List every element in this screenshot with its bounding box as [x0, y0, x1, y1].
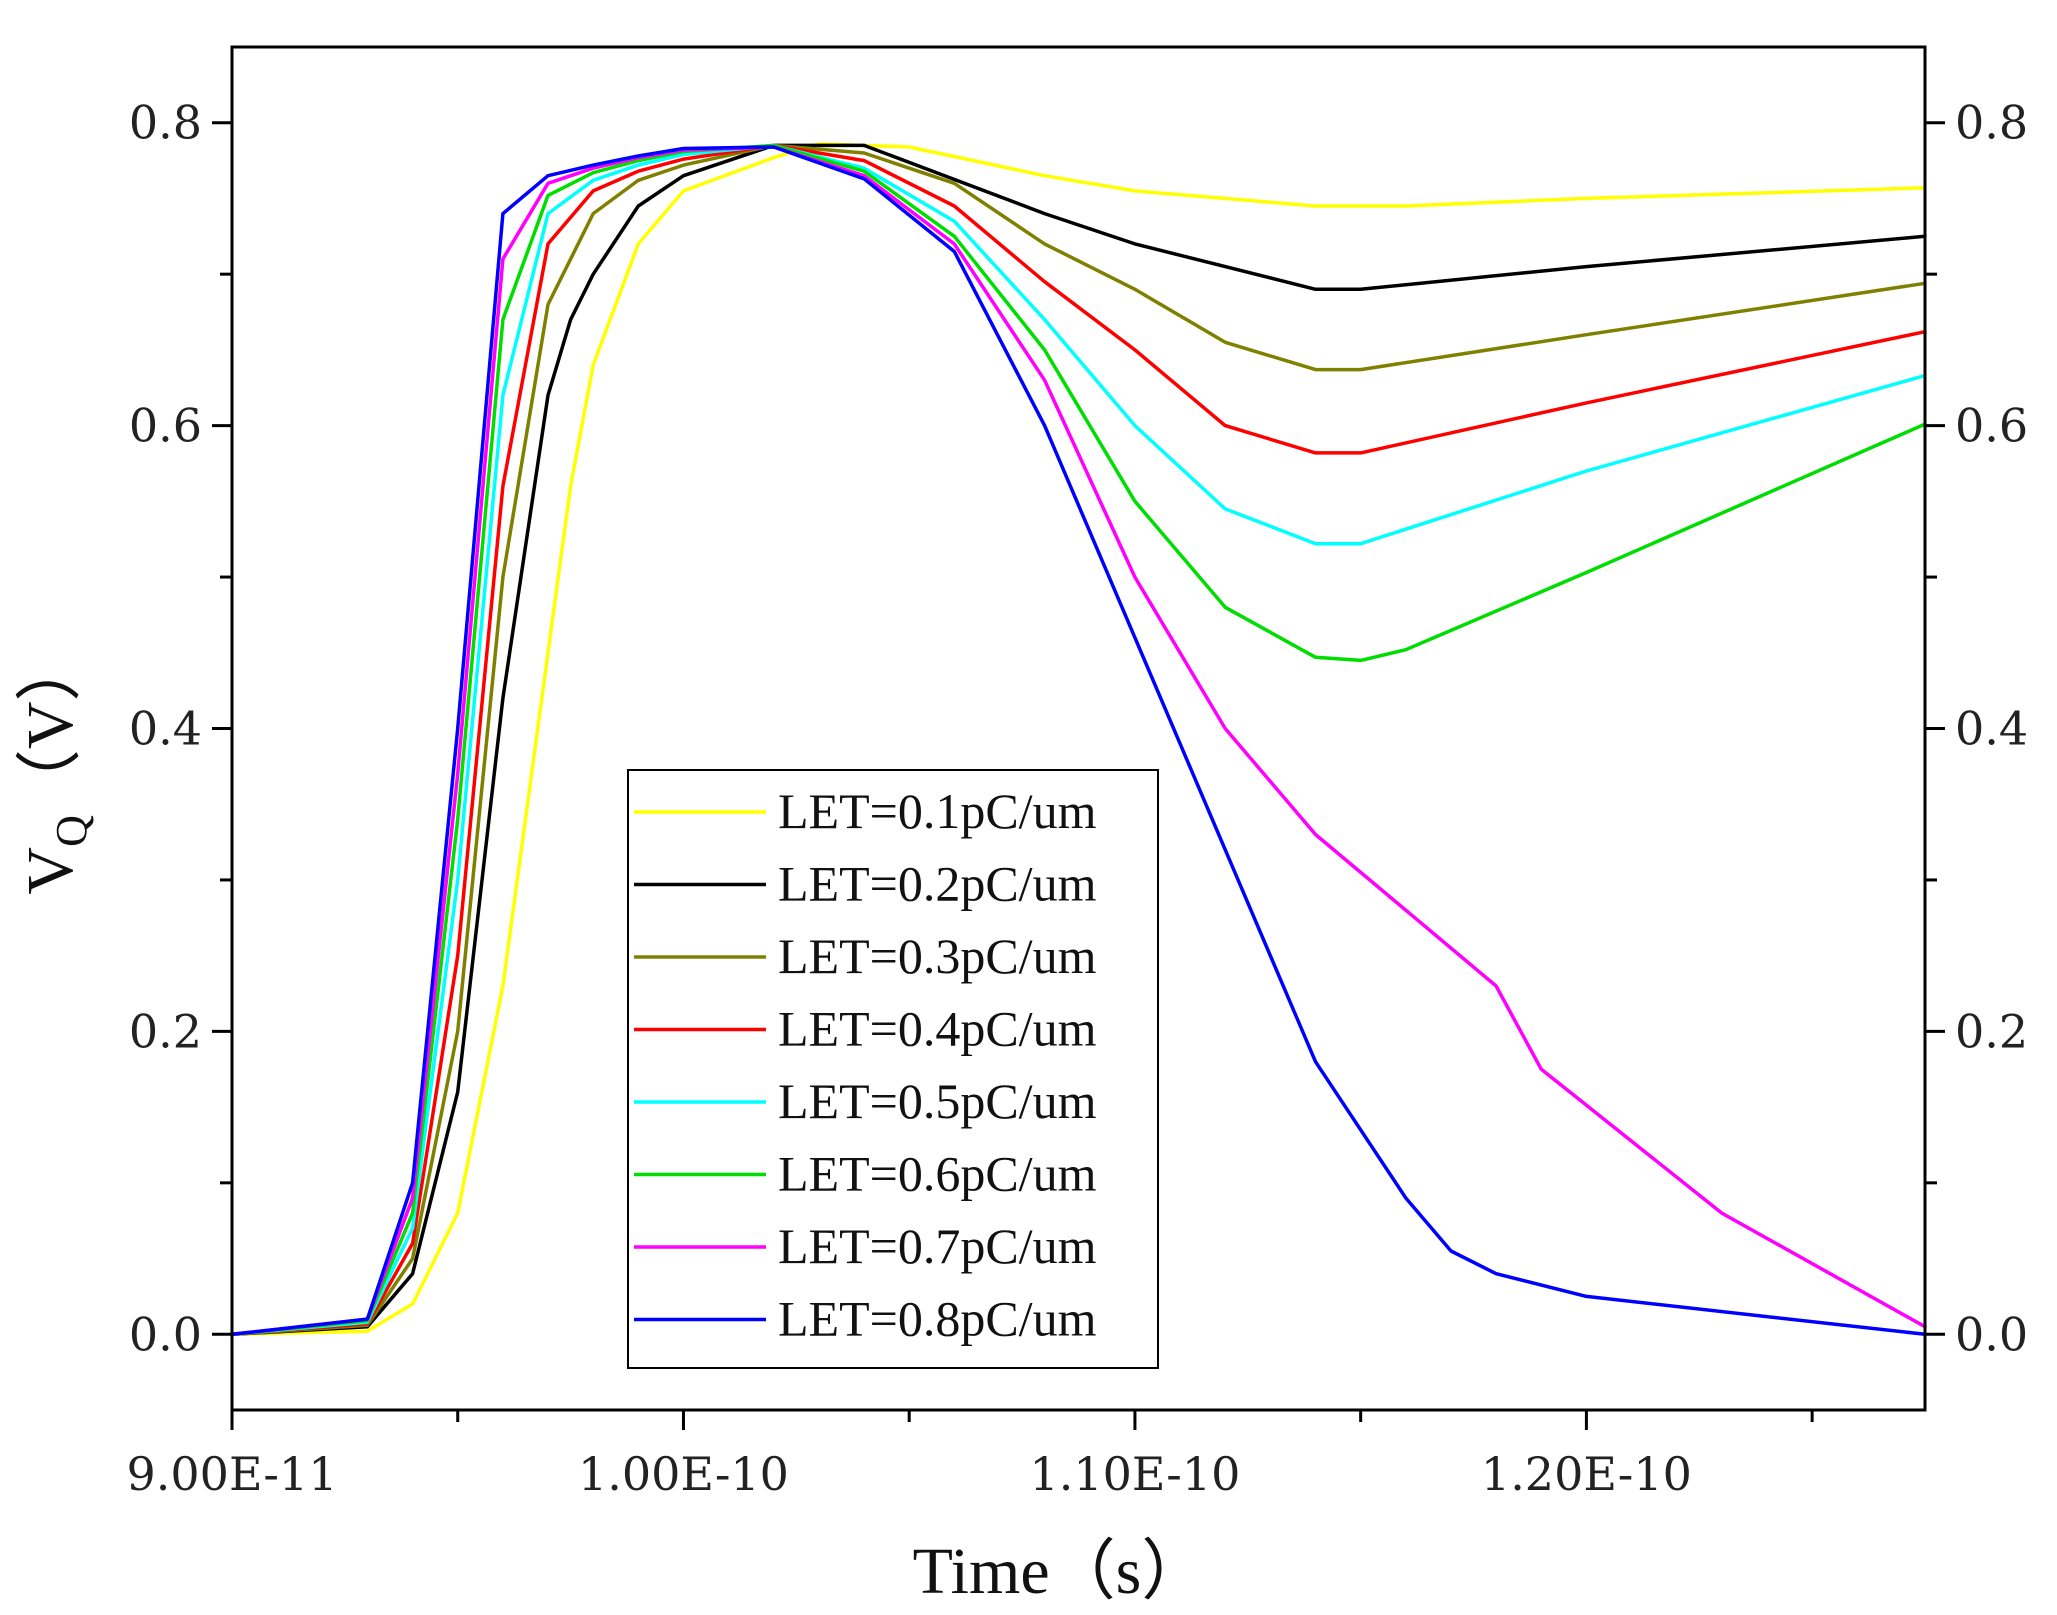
y-tick-label-right-2: 0.4 [1955, 702, 2028, 756]
legend-label-6: LET=0.6pC/um [778, 1146, 1097, 1202]
y-tick-label-left-3: 0.6 [129, 399, 202, 453]
x-tick-labels: 9.00E-11 1.00E-10 1.10E-10 1.20E-10 [127, 1447, 1692, 1501]
y-tick-label-right-3: 0.6 [1955, 399, 2028, 453]
y-tick-label-left-0: 0.0 [129, 1307, 202, 1361]
legend-label-3: LET=0.3pC/um [778, 928, 1097, 984]
y-tick-label-right-1: 0.2 [1955, 1004, 2028, 1058]
x-tick-label-2: 1.10E-10 [1029, 1447, 1240, 1501]
y-tick-labels-left: 0.0 0.2 0.4 0.6 0.8 [129, 96, 202, 1362]
y-tick-label-right-0: 0.0 [1955, 1307, 2028, 1361]
x-tick-label-3: 1.20E-10 [1481, 1447, 1692, 1501]
legend-label-8: LET=0.8pC/um [778, 1291, 1097, 1347]
y-tick-labels-right: 0.0 0.2 0.4 0.6 0.8 [1955, 96, 2028, 1362]
series-line-8 [230, 145, 1927, 1337]
legend-label-4: LET=0.4pC/um [778, 1001, 1097, 1057]
x-tick-label-0: 9.00E-11 [127, 1447, 338, 1501]
legend-label-7: LET=0.7pC/um [778, 1218, 1097, 1274]
tick-layer [212, 121, 1945, 1430]
series-line-6 [230, 143, 1927, 1337]
y-axis-title-unit: （V） [14, 635, 87, 815]
series-line-1 [230, 142, 1927, 1337]
legend: LET=0.1pC/um LET=0.2pC/um LET=0.3pC/um LET=… [627, 769, 1159, 1369]
series-layer [230, 142, 1927, 1337]
legend-label-2: LET=0.2pC/um [778, 856, 1097, 912]
y-axis-title-main: V [14, 847, 87, 895]
series-line-2 [230, 143, 1927, 1337]
y-tick-label-left-4: 0.8 [129, 96, 202, 150]
x-axis-title: Time（s） [913, 1535, 1208, 1608]
svg-text:VQ（V）: VQ（V） [14, 635, 96, 894]
y-tick-label-left-2: 0.4 [129, 702, 202, 756]
y-tick-label-left-1: 0.2 [129, 1004, 202, 1058]
legend-label-5: LET=0.5pC/um [778, 1073, 1097, 1129]
legend-label-1: LET=0.1pC/um [778, 783, 1097, 839]
y-axis-title: VQ（V） [14, 635, 96, 894]
y-tick-label-right-4: 0.8 [1955, 96, 2028, 150]
legend-box [627, 769, 1159, 1369]
series-line-7 [230, 145, 1927, 1337]
y-axis-title-subscript: Q [47, 815, 96, 847]
x-tick-label-1: 1.00E-10 [578, 1447, 789, 1501]
